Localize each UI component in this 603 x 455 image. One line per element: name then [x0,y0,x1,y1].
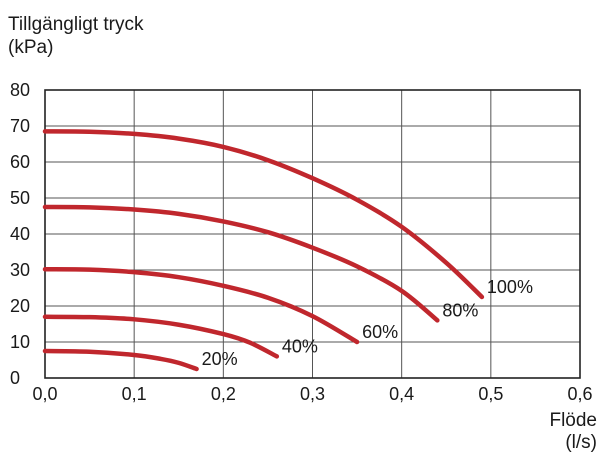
x-tick-label: 0,1 [122,384,147,404]
series-line-60pct [42,267,360,345]
x-axis-title-line-1: Flöde [549,410,597,431]
series-line-80pct [42,204,440,323]
series-line-20pct [42,348,199,372]
series-lines [42,129,485,372]
y-tick-label: 0 [10,368,20,388]
series-label-20pct: 20% [202,349,238,369]
x-tick-label: 0,0 [32,384,57,404]
series-label-80pct: 80% [442,300,478,320]
y-tick-label: 80 [10,80,30,100]
x-tick-label: 0,5 [478,384,503,404]
series-label-100pct: 100% [487,277,533,297]
series-line-100pct [42,129,485,300]
x-tick-label: 0,3 [300,384,325,404]
series-label-40pct: 40% [282,336,318,356]
x-axis-title-line-2: (l/s) [565,432,597,453]
x-tick-label: 0,2 [211,384,236,404]
series-line-40pct [42,314,280,359]
y-tick-label: 30 [10,260,30,280]
y-tick-label: 50 [10,188,30,208]
x-tick-label: 0,6 [567,384,592,404]
y-tick-label: 60 [10,152,30,172]
y-tick-label: 10 [10,332,30,352]
y-tick-label: 70 [10,116,30,136]
y-tick-label: 40 [10,224,30,244]
series-labels: 100% 80% 60% 40% 20% [202,277,533,369]
series-label-60pct: 60% [362,322,398,342]
y-axis-title-line-1: Tillgängligt tryck [8,14,144,35]
plot-area-frame [44,89,581,379]
y-axis-title-line-2: (kPa) [8,37,54,58]
y-tick-label: 20 [10,296,30,316]
axis-ticks: 0,0 0,1 0,2 0,3 0,4 0,5 0,6 0 10 20 30 40 50 60 70 80 [10,80,593,404]
x-tick-label: 0,4 [389,384,414,404]
